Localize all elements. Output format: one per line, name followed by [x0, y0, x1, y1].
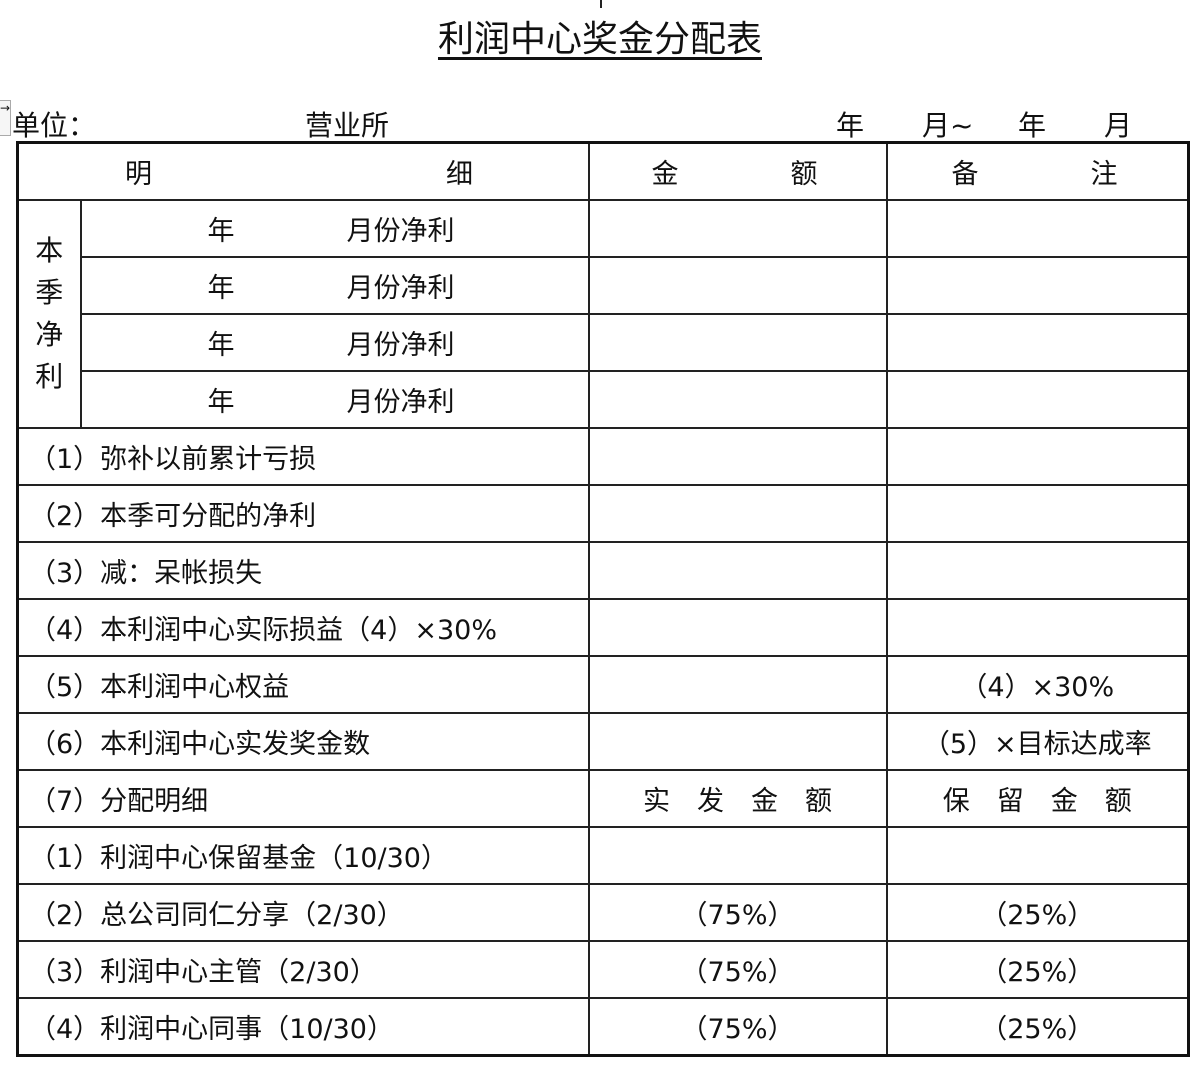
detail-cell: （1）弥补以前累计亏损: [16, 427, 590, 486]
amount-cell[interactable]: [587, 427, 888, 486]
amount-cell[interactable]: [587, 598, 888, 657]
detail-cell: （2）本季可分配的净利: [16, 484, 590, 543]
table-row: （3）利润中心主管（2/30） （75%） （25%）: [16, 940, 1190, 999]
amount-cell[interactable]: [587, 313, 888, 372]
unit-office: 营业所: [305, 109, 390, 142]
page-title: 利润中心奖金分配表: [437, 19, 762, 60]
table-row: 年月份净利: [18, 370, 1190, 429]
remark-cell[interactable]: [885, 598, 1190, 657]
unit-year-end: 年: [1018, 109, 1047, 142]
unit-label: 单位：: [12, 109, 97, 142]
detail-cell: （6）本利润中心实发奖金数: [16, 712, 590, 771]
remark-cell[interactable]: （4）×30%: [885, 655, 1190, 714]
remark-cell[interactable]: （25%）: [885, 997, 1190, 1057]
quarter-month-cell: 年月份净利: [79, 313, 590, 372]
remark-cell[interactable]: [885, 826, 1190, 885]
detail-cell: （3）减：呆帐损失: [16, 541, 590, 600]
unit-year-start: 年: [836, 109, 865, 142]
detail-cell: （4）本利润中心实际损益（4）×30%: [16, 598, 590, 657]
table-row: （4）本利润中心实际损益（4）×30%: [16, 598, 1190, 657]
unit-month-start: 月~: [922, 109, 974, 142]
amount-cell[interactable]: [587, 199, 888, 258]
quarter-month-cell: 年月份净利: [79, 370, 590, 429]
header-amount: 金额: [587, 141, 888, 201]
remark-cell[interactable]: （25%）: [885, 940, 1190, 999]
detail-cell: （1）利润中心保留基金（10/30）: [16, 826, 590, 885]
remark-cell[interactable]: [885, 484, 1190, 543]
amount-cell[interactable]: 实 发 金 额: [587, 769, 888, 828]
detail-cell: （3）利润中心主管（2/30）: [16, 940, 590, 999]
remark-cell[interactable]: [885, 199, 1190, 258]
table-row: （1）利润中心保留基金（10/30）: [16, 826, 1190, 885]
table-header: 明细 金额 备注: [16, 141, 1190, 201]
quarter-month-cell: 年月份净利: [79, 199, 590, 258]
table-row: （2）总公司同仁分享（2/30） （75%） （25%）: [16, 883, 1190, 942]
amount-cell[interactable]: （75%）: [587, 940, 888, 999]
table-row: （1）弥补以前累计亏损: [16, 427, 1190, 486]
amount-cell[interactable]: [587, 655, 888, 714]
amount-cell[interactable]: （75%）: [587, 997, 888, 1057]
remark-cell[interactable]: （5）×目标达成率: [885, 712, 1190, 771]
detail-cell: （7）分配明细: [16, 769, 590, 828]
remark-cell[interactable]: [885, 370, 1190, 429]
header-detail: 明细: [16, 141, 590, 201]
table-row: （5）本利润中心权益 （4）×30%: [16, 655, 1190, 714]
amount-cell[interactable]: [587, 826, 888, 885]
table-row: 年月份净利: [18, 256, 1190, 315]
remark-cell[interactable]: 保 留 金 额: [885, 769, 1190, 828]
table-row: （7）分配明细实 发 金 额保 留 金 额: [16, 769, 1190, 828]
remark-cell[interactable]: [885, 541, 1190, 600]
quarter-net-profit-label: 本季净利: [16, 199, 82, 429]
remark-cell[interactable]: [885, 256, 1190, 315]
remark-cell[interactable]: （25%）: [885, 883, 1190, 942]
detail-cell: （4）利润中心同事（10/30）: [16, 997, 590, 1057]
amount-cell[interactable]: [587, 370, 888, 429]
text-cursor: [600, 0, 602, 8]
table-row: （4）利润中心同事（10/30） （75%） （25%）: [16, 997, 1190, 1057]
table-move-handle[interactable]: →: [0, 100, 11, 136]
table-row: 本季净利 年月份净利: [16, 199, 1190, 429]
amount-cell[interactable]: （75%）: [587, 883, 888, 942]
amount-cell[interactable]: [587, 541, 888, 600]
amount-cell[interactable]: [587, 712, 888, 771]
detail-cell: （2）总公司同仁分享（2/30）: [16, 883, 590, 942]
detail-cell: （5）本利润中心权益: [16, 655, 590, 714]
remark-cell[interactable]: [885, 313, 1190, 372]
amount-cell[interactable]: [587, 484, 888, 543]
table-row: 年月份净利: [18, 313, 1190, 372]
table-row: （2）本季可分配的净利: [16, 484, 1190, 543]
quarter-month-cell: 年月份净利: [79, 256, 590, 315]
table-row: （3）减：呆帐损失: [16, 541, 1190, 600]
table-row: （6）本利润中心实发奖金数 （5）×目标达成率: [16, 712, 1190, 771]
amount-cell[interactable]: [587, 256, 888, 315]
header-remark: 备注: [885, 141, 1190, 201]
bonus-table: 明细 金额 备注 本季净利 年月份净利 年月份净利 年月份净利 年月份净利 （1…: [16, 141, 1190, 1057]
remark-cell[interactable]: [885, 427, 1190, 486]
unit-month-end: 月: [1104, 109, 1133, 142]
